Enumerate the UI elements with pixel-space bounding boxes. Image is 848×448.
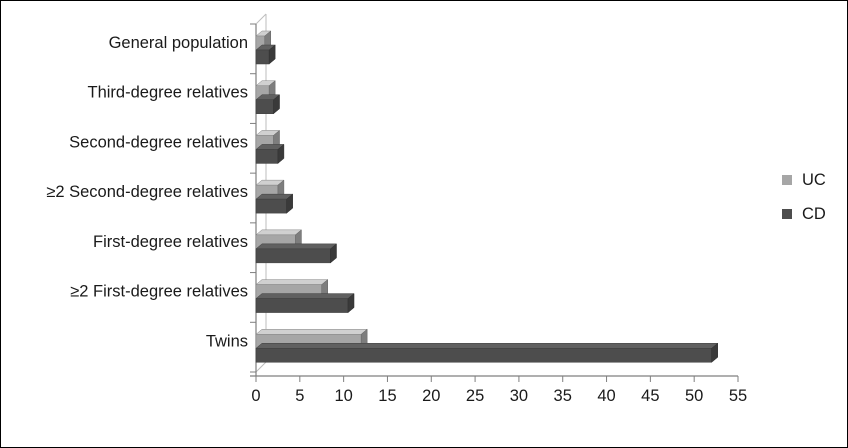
- x-tick-label: 25: [466, 387, 484, 405]
- bar-top-face: [255, 229, 303, 236]
- x-tick-label: 50: [685, 387, 703, 405]
- x-tick-label: 10: [334, 387, 352, 405]
- bar-side-face: [277, 143, 285, 164]
- legend: UC CD: [782, 171, 826, 223]
- x-tick-label: 30: [510, 387, 528, 405]
- bar-side-face: [268, 44, 276, 65]
- back-wall-top-edge: [255, 13, 267, 25]
- bar-front-face: [255, 198, 287, 214]
- bar-cd-first-degree-relatives: [255, 243, 338, 264]
- bar-cd-twins: [255, 342, 719, 363]
- bar-side-face: [286, 193, 293, 214]
- chart-axes: [250, 13, 738, 377]
- bar-cd-general-population: [255, 44, 276, 65]
- bar-top-face: [255, 293, 355, 299]
- bar-front-face: [255, 149, 279, 164]
- x-tick-label: 20: [422, 387, 440, 405]
- chart-bars: [255, 30, 719, 363]
- legend-label-cd: CD: [802, 205, 826, 223]
- bar-cd-second-degree-relatives: [255, 143, 285, 164]
- legend-label-uc: UC: [802, 171, 826, 189]
- x-tick-label: 5: [295, 387, 304, 405]
- x-axis-ticks: 0 5 10 15 20 25 30 35 40 45 50 55: [251, 376, 747, 405]
- bar-top-face: [255, 343, 719, 349]
- category-label: Twins: [206, 332, 248, 350]
- legend-swatch-cd: [782, 209, 792, 219]
- bar-side-face: [711, 342, 718, 363]
- bar-front-face: [255, 248, 331, 264]
- x-tick-label: 45: [641, 387, 659, 405]
- category-labels: General population Third-degree relatives…: [46, 34, 248, 350]
- bar-side-face: [273, 94, 280, 115]
- bar-side-face: [347, 293, 355, 314]
- bar-front-face: [255, 99, 274, 114]
- bar-cd-third-degree-relatives: [255, 94, 281, 115]
- bar-top-face: [255, 243, 338, 250]
- x-tick-label: 0: [251, 387, 260, 405]
- bar-cd-2-first-degree-relatives: [255, 293, 355, 314]
- x-tick-label: 55: [729, 387, 747, 405]
- bar-front-face: [255, 49, 270, 65]
- bar-cd-2-second-degree-relatives: [255, 193, 294, 214]
- bar-top-face: [255, 279, 329, 285]
- x-tick-label: 40: [597, 387, 615, 405]
- category-label: First-degree relatives: [93, 233, 248, 251]
- x-tick-label: 15: [378, 387, 396, 405]
- bar-front-face: [255, 348, 712, 363]
- bar-top-face: [255, 329, 368, 335]
- bar-front-face: [255, 298, 349, 313]
- category-label: General population: [109, 34, 248, 52]
- bar-top-face: [255, 193, 294, 200]
- category-label: Second-degree relatives: [69, 133, 248, 151]
- bar-side-face: [330, 243, 337, 264]
- category-label: ≥2 First-degree relatives: [70, 283, 248, 301]
- x-tick-label: 35: [554, 387, 572, 405]
- legend-swatch-uc: [782, 175, 792, 185]
- category-label: ≥2 Second-degree relatives: [46, 183, 248, 201]
- category-label: Third-degree relatives: [88, 84, 249, 102]
